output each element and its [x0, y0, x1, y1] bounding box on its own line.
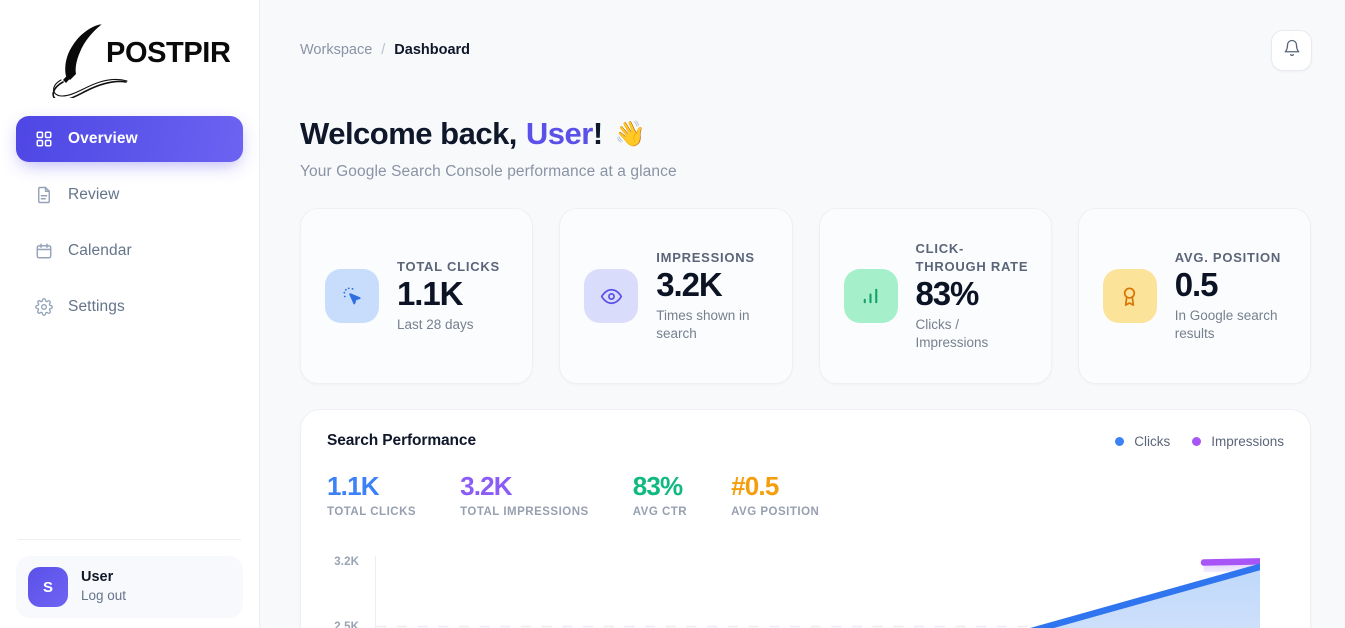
chart-plot-area: [375, 556, 1260, 628]
welcome-username: User: [525, 116, 593, 151]
wave-emoji-icon: 👋: [614, 119, 646, 148]
sidebar-nav: Overview Review Calend: [0, 110, 259, 330]
stat-card-note: Clicks / Impressions: [915, 317, 989, 351]
sidebar-item-label: Overview: [68, 130, 138, 147]
kpi-label: AVG CTR: [632, 505, 688, 518]
grid-icon: [34, 129, 54, 149]
award-medal-icon: [1102, 269, 1157, 323]
brand-name: POSTPIRE: [106, 37, 230, 69]
quill-feather-icon: POSTPIRE: [51, 24, 230, 98]
stat-card-impressions[interactable]: IMPRESSIONS 3.2K Times shown in search: [559, 208, 793, 384]
legend-label: Impressions: [1211, 433, 1284, 449]
chart-svg: [376, 558, 1260, 628]
kpi-avg-position: #0.5 AVG POSITION: [731, 472, 863, 518]
user-name: User: [81, 569, 114, 586]
breadcrumb-current: Dashboard: [394, 42, 471, 58]
welcome-exclamation: !: [592, 116, 603, 151]
kpi-value: #0.5: [731, 471, 779, 501]
kpi-total-clicks: 1.1K TOTAL CLICKS: [327, 472, 460, 518]
legend-label: Clicks: [1134, 433, 1171, 449]
stat-card-note: Last 28 days: [397, 317, 474, 333]
clicks-area: [1042, 566, 1260, 628]
stat-card-note: In Google search results: [1174, 308, 1278, 342]
stat-card-label: TOTAL CLICKS: [397, 258, 500, 274]
calendar-icon: [34, 241, 54, 261]
stat-card-total-clicks[interactable]: TOTAL CLICKS 1.1K Last 28 days: [300, 208, 534, 384]
performance-title: Search Performance: [327, 432, 476, 449]
search-performance-panel: Search Performance Clicks Impressions 1.…: [300, 409, 1311, 628]
kpi-value: 3.2K: [460, 471, 513, 501]
gear-icon: [34, 297, 54, 317]
breadcrumb-root[interactable]: Workspace: [300, 42, 373, 58]
stat-card-value: 1.1K: [397, 275, 463, 313]
stat-card-note: Times shown in search: [656, 308, 750, 342]
performance-header: Search Performance Clicks Impressions: [327, 432, 1284, 450]
breadcrumb-separator: /: [381, 42, 386, 58]
kpi-total-impressions: 3.2K TOTAL IMPRESSIONS: [460, 472, 633, 518]
sidebar-item-calendar[interactable]: Calendar: [16, 228, 243, 274]
sidebar-item-label: Review: [68, 186, 120, 203]
breadcrumb: Workspace / Dashboard: [300, 42, 470, 58]
stat-cards: TOTAL CLICKS 1.1K Last 28 days IMPRESSIO…: [300, 208, 1311, 384]
sidebar-item-settings[interactable]: Settings: [16, 284, 243, 330]
bell-icon: [1283, 39, 1301, 62]
sidebar-item-label: Settings: [68, 298, 125, 315]
y-axis-tick: 2.5K: [334, 621, 359, 628]
log-out-link[interactable]: Log out: [81, 588, 127, 604]
search-performance-chart: 3.2K 2.5K: [327, 556, 1284, 628]
kpi-value: 1.1K: [327, 471, 380, 501]
top-bar: Workspace / Dashboard: [300, 0, 1312, 71]
sidebar-item-overview[interactable]: Overview: [16, 116, 243, 162]
stat-card-value: 83%: [915, 275, 980, 313]
stat-card-click-through-rate[interactable]: CLICK-THROUGH RATE 83% Clicks / Impressi…: [818, 208, 1052, 384]
stat-card-value: 3.2K: [656, 266, 722, 304]
avatar: S: [28, 567, 68, 607]
document-icon: [34, 185, 54, 205]
performance-kpis: 1.1K TOTAL CLICKS 3.2K TOTAL IMPRESSIONS…: [327, 472, 1284, 518]
welcome-prefix: Welcome back,: [300, 116, 517, 151]
kpi-label: AVG POSITION: [731, 505, 820, 518]
notifications-button[interactable]: [1271, 30, 1312, 71]
user-profile-card[interactable]: S User Log out: [16, 556, 243, 618]
kpi-label: TOTAL CLICKS: [327, 505, 417, 518]
bar-chart-icon: [843, 269, 898, 323]
stat-card-label: CLICK-THROUGH RATE: [915, 241, 1029, 274]
impressions-line: [1200, 558, 1260, 566]
brand-logo[interactable]: POSTPIRE: [0, 0, 259, 110]
page-subtitle: Your Google Search Console performance a…: [300, 163, 677, 180]
clicks-line: [1030, 563, 1260, 628]
legend-item-clicks[interactable]: Clicks: [1115, 434, 1170, 449]
page-title: Welcome back, User ! 👋: [300, 116, 1311, 152]
stat-card-label: IMPRESSIONS: [656, 249, 755, 265]
kpi-avg-ctr: 83% AVG CTR: [633, 472, 731, 518]
sidebar-footer: S User Log out: [0, 539, 259, 618]
kpi-label: TOTAL IMPRESSIONS: [460, 505, 589, 518]
kpi-value: 83%: [632, 471, 683, 501]
sidebar: POSTPIRE Overview: [0, 0, 260, 628]
sidebar-divider: [18, 539, 241, 540]
legend-dot-clicks: [1115, 436, 1125, 446]
stat-card-value: 0.5: [1174, 266, 1219, 304]
stat-card-label: AVG. POSITION: [1174, 249, 1282, 265]
legend-dot-impressions: [1192, 436, 1202, 446]
chart-legend: Clicks Impressions: [1115, 434, 1284, 449]
stat-card-avg-position[interactable]: AVG. POSITION 0.5 In Google search resul…: [1077, 208, 1311, 384]
sidebar-item-label: Calendar: [68, 242, 132, 259]
sidebar-item-review[interactable]: Review: [16, 172, 243, 218]
y-axis-tick: 3.2K: [334, 556, 359, 568]
cursor-click-icon: [325, 269, 379, 323]
main-content: Workspace / Dashboard Welcome back, User…: [260, 0, 1345, 628]
legend-item-impressions[interactable]: Impressions: [1192, 434, 1284, 449]
chart-y-axis: 3.2K 2.5K: [327, 556, 369, 628]
eye-icon: [584, 269, 639, 323]
